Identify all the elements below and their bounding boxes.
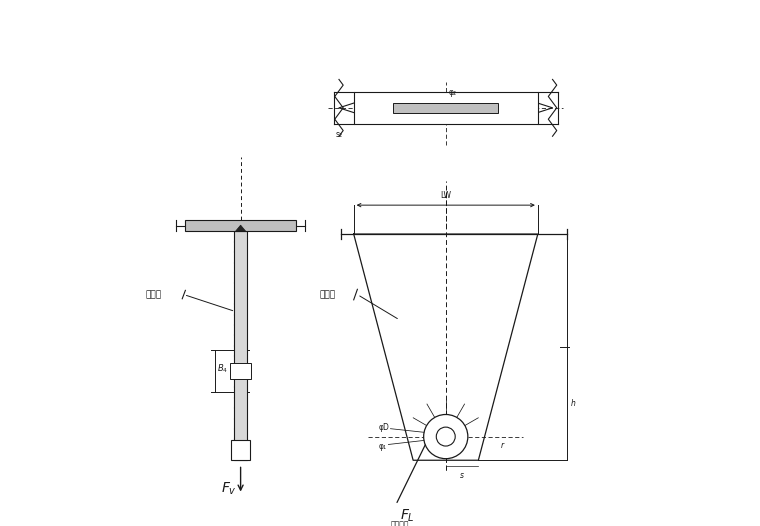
Text: φ₂: φ₂ <box>448 88 457 97</box>
Bar <box>230 362 251 379</box>
Text: φ₁: φ₁ <box>379 441 387 451</box>
Bar <box>393 103 499 113</box>
Circle shape <box>423 414 468 459</box>
Text: $F_v$: $F_v$ <box>221 481 237 497</box>
Text: s: s <box>460 471 464 480</box>
Text: 吊拉方向: 吊拉方向 <box>391 521 409 526</box>
Bar <box>231 440 250 460</box>
Text: 吊耳板: 吊耳板 <box>319 290 336 299</box>
Circle shape <box>436 427 455 446</box>
Text: s: s <box>239 447 242 453</box>
Text: s₂: s₂ <box>335 130 343 139</box>
Bar <box>234 231 247 460</box>
Text: $B_4$: $B_4$ <box>217 362 228 375</box>
Text: 吊耳板: 吊耳板 <box>146 290 162 299</box>
Polygon shape <box>236 225 246 231</box>
Bar <box>353 92 538 124</box>
Text: φD: φD <box>379 422 390 432</box>
Bar <box>185 220 296 231</box>
Text: LW: LW <box>440 191 451 200</box>
Text: r: r <box>500 441 504 450</box>
Text: $F_L$: $F_L$ <box>400 508 415 524</box>
Text: h: h <box>571 399 576 408</box>
